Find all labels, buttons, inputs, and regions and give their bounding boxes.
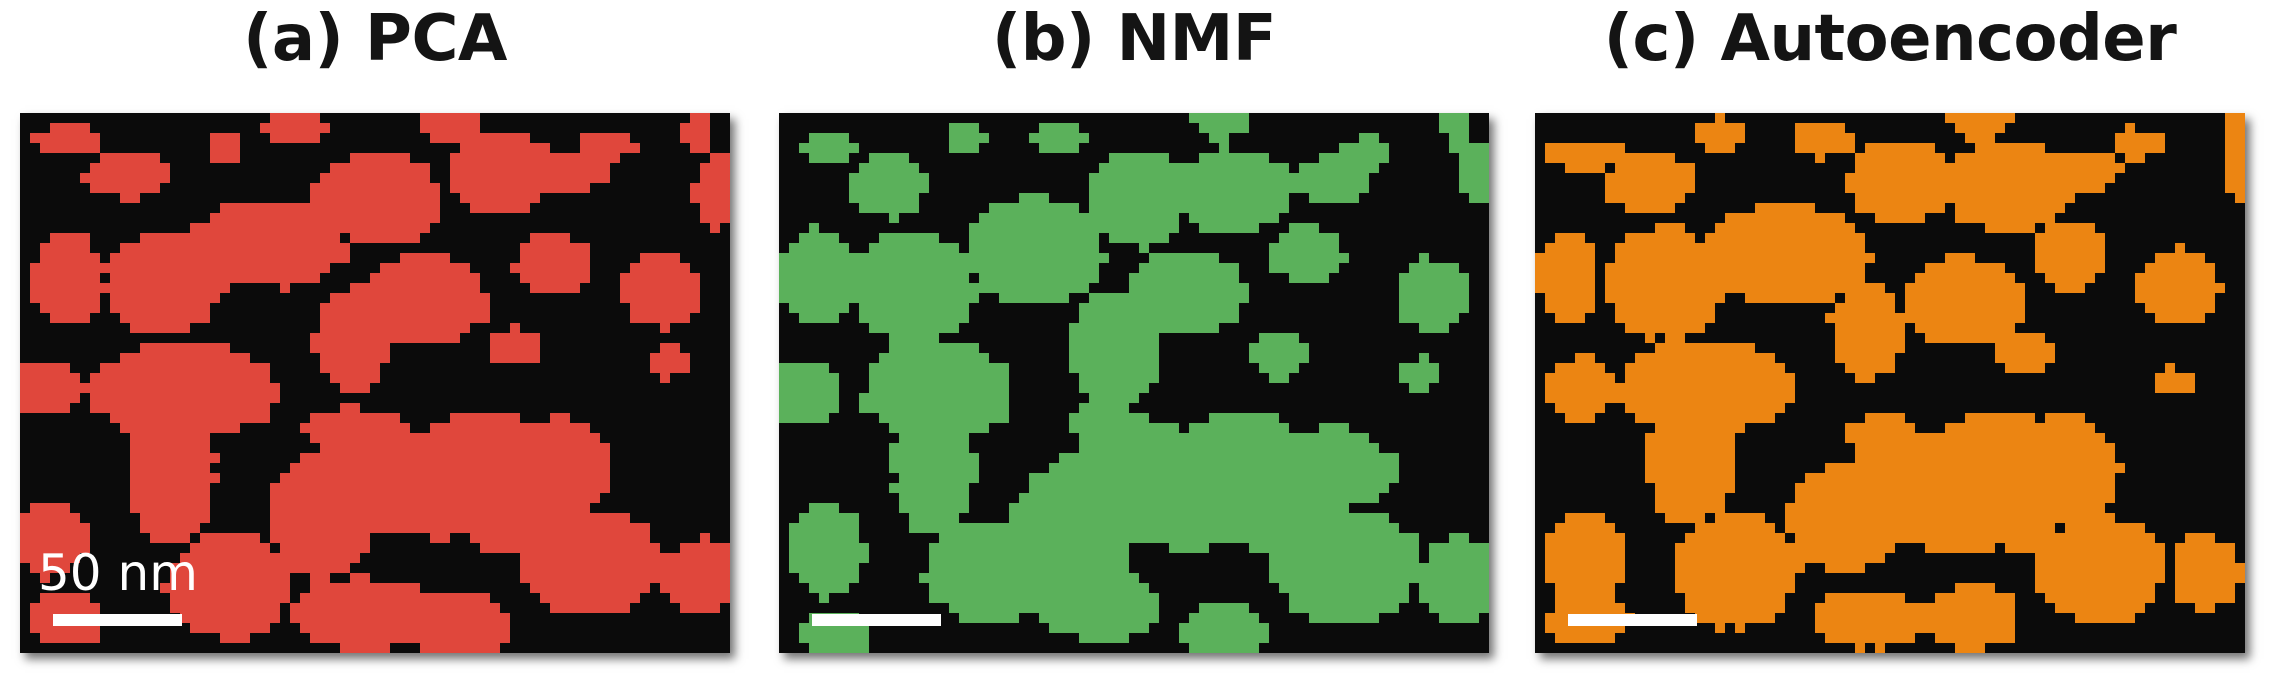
segmentation-map [779,113,1489,653]
segmentation-map: 50 nm [20,113,730,653]
particle-regions [1535,113,2245,653]
scale-bar [812,614,941,626]
scale-bar [1568,614,1697,626]
particle-mask [1535,113,2245,653]
scale-bar [53,614,182,626]
particle-regions [779,113,1489,653]
panel-pca: (a) PCA 50 nm [20,0,730,677]
particle-mask [20,113,730,653]
particle-regions [20,113,730,653]
particle-mask [779,113,1489,653]
segmentation-map [1535,113,2245,653]
panel-nmf: (b) NMF [779,0,1489,677]
panel-autoencoder: (c) Autoencoder [1535,0,2245,677]
panel-title: (b) NMF [991,2,1277,76]
panel-title: (c) Autoencoder [1603,2,2177,76]
scale-bar-label: 50 nm [38,544,198,602]
panel-title: (a) PCA [243,2,507,76]
